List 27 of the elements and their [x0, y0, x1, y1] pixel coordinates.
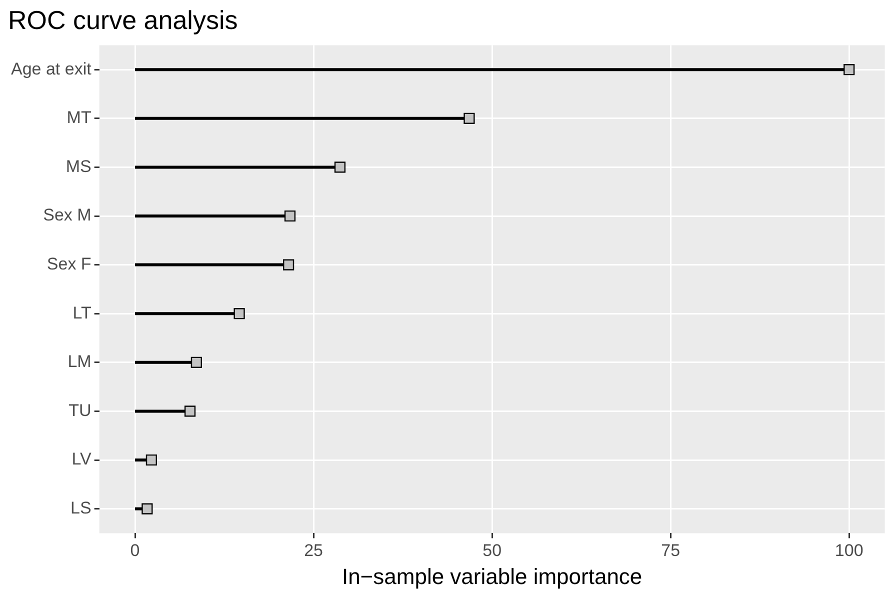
- point: [142, 503, 153, 514]
- y-tick-label: LS: [70, 498, 92, 518]
- x-tick-label: 25: [304, 541, 324, 560]
- point: [184, 406, 196, 417]
- point: [844, 64, 855, 76]
- point: [284, 210, 296, 222]
- point: [234, 308, 245, 320]
- x-tick-label: 50: [482, 541, 502, 560]
- x-tick-label: 0: [130, 541, 140, 560]
- point: [464, 112, 475, 124]
- point: [190, 356, 202, 368]
- y-tick-label: MT: [66, 108, 92, 128]
- point: [146, 454, 158, 466]
- chart-title: ROC curve analysis: [8, 4, 238, 35]
- x-axis-title: In−sample variable importance: [342, 564, 642, 589]
- point: [334, 162, 346, 173]
- x-tick-label: 100: [834, 541, 864, 560]
- y-tick-label: LV: [72, 450, 92, 469]
- y-tick-label: LT: [72, 303, 92, 322]
- point: [283, 259, 294, 270]
- y-tick-label: TU: [68, 400, 92, 420]
- y-tick-label: Age at exit: [11, 59, 92, 78]
- y-tick-label: LM: [68, 352, 92, 372]
- x-tick-label: 75: [661, 541, 680, 560]
- y-tick-label: MS: [66, 156, 92, 176]
- y-tick-label: Sex F: [46, 254, 92, 274]
- y-tick-label: Sex M: [43, 206, 92, 225]
